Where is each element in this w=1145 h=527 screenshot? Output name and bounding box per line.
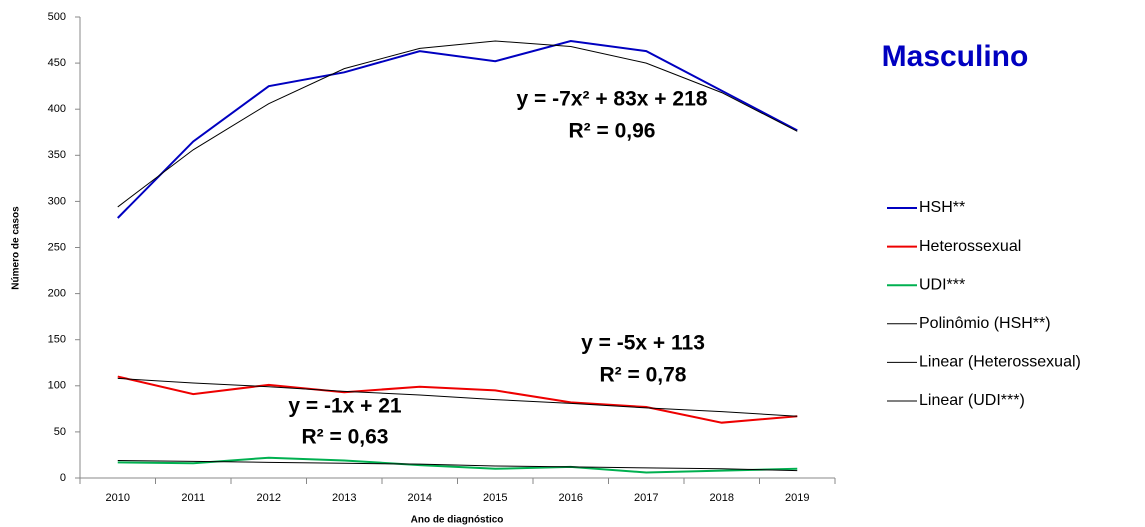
legend-label: UDI***: [919, 276, 965, 293]
x-axis-title: Ano de diagnóstico: [411, 515, 504, 526]
legend-label: Polinômio (HSH**): [919, 315, 1051, 332]
y-tick-label: 300: [48, 195, 66, 207]
annotation: y = -1x + 21: [288, 395, 402, 418]
trend-line: [117, 459, 798, 472]
series-line: [117, 39, 798, 219]
y-tick-label: 0: [60, 472, 66, 484]
x-tick-label: 2012: [257, 492, 281, 504]
y-tick-label: 450: [48, 57, 66, 69]
x-tick-label: 2010: [106, 492, 130, 504]
y-axis-title: Número de casos: [11, 206, 22, 290]
legend-label: Linear (Heterossexual): [919, 354, 1081, 371]
x-tick-label: 2011: [181, 492, 205, 504]
x-tick-label: 2014: [408, 492, 432, 504]
y-tick-label: 250: [48, 241, 66, 253]
y-tick-label: 100: [48, 380, 66, 392]
x-tick-label: 2017: [634, 492, 658, 504]
series-line: [117, 456, 798, 474]
x-tick-label: 2018: [710, 492, 734, 504]
legend-label: HSH**: [919, 199, 965, 216]
annotation: y = -7x² + 83x + 218: [517, 88, 708, 111]
trend-line: [117, 377, 798, 417]
chart-title: Masculino: [882, 40, 1029, 73]
trend-line: [117, 40, 798, 208]
y-tick-label: 500: [48, 11, 66, 23]
x-tick-label: 2019: [785, 492, 809, 504]
annotation: R² = 0,78: [600, 364, 687, 387]
legend-label: Linear (UDI***): [919, 392, 1025, 409]
y-tick-label: 150: [48, 334, 66, 346]
annotation: y = -5x + 113: [581, 332, 705, 355]
y-tick-label: 50: [54, 426, 66, 438]
annotation: R² = 0,63: [302, 426, 389, 449]
y-tick-label: 400: [48, 103, 66, 115]
x-tick-label: 2013: [332, 492, 356, 504]
annotation: R² = 0,96: [569, 120, 656, 143]
y-tick-label: 200: [48, 288, 66, 300]
x-tick-label: 2016: [559, 492, 583, 504]
legend-label: Heterossexual: [919, 238, 1021, 255]
y-tick-label: 350: [48, 149, 66, 161]
series-line: [117, 375, 798, 424]
x-tick-label: 2015: [483, 492, 507, 504]
